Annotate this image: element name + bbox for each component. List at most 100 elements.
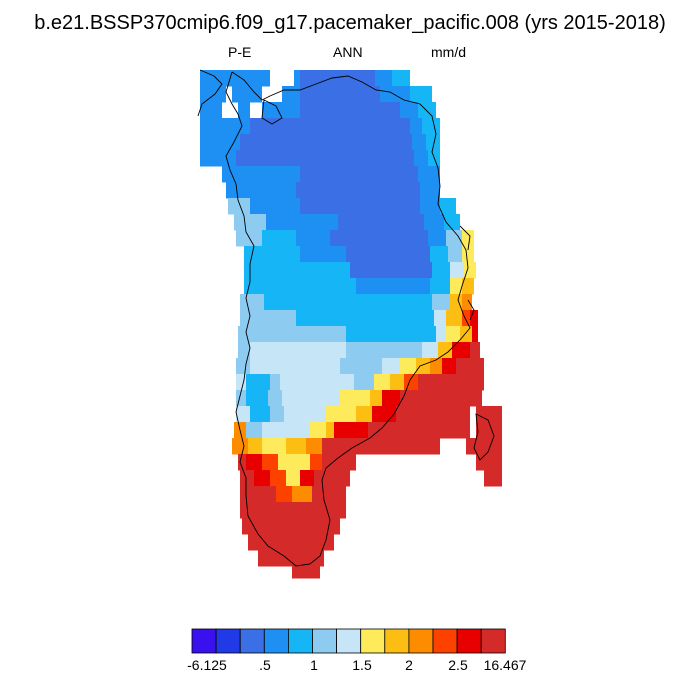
map-cell: [410, 86, 432, 103]
map-cell: [286, 470, 300, 487]
map-cell: [392, 70, 410, 87]
map-cell: [446, 326, 460, 343]
plot-title: b.e21.BSSP370cmip6.f09_g17.pacemaker_pac…: [34, 12, 666, 34]
map-cell: [346, 246, 430, 263]
map-cell: [370, 390, 382, 407]
map-cell: [440, 198, 456, 215]
colorbar-tick-label: 1.5: [352, 657, 372, 673]
map-cell: [322, 454, 356, 471]
colorbar-box: [408, 628, 434, 654]
map-cell: [270, 198, 300, 215]
map-cell: [248, 438, 262, 455]
colorbar-tick-label: 2: [405, 657, 413, 673]
colorbar-box: [312, 628, 338, 654]
map-cell: [200, 102, 222, 119]
map-cell: [420, 182, 440, 199]
map-cell: [420, 198, 440, 215]
colorbar-tick-label: .5: [259, 657, 271, 673]
map-cell: [296, 310, 338, 327]
map-cell: [300, 262, 350, 279]
map-cell: [418, 166, 440, 183]
map-cell: [282, 390, 340, 407]
map-cell: [236, 150, 414, 167]
map-cell: [294, 70, 300, 87]
map-cell: [262, 454, 278, 471]
map-cell: [236, 230, 262, 247]
map-cell: [270, 406, 284, 423]
colorbar-tick-label: 1: [310, 657, 318, 673]
map-cell: [300, 294, 340, 311]
colorbar-box: [239, 628, 265, 654]
map-cell: [432, 294, 450, 311]
map-cell: [430, 358, 442, 375]
map-cell: [430, 246, 448, 263]
map-cell: [334, 422, 368, 439]
map-cell: [424, 214, 444, 231]
map-cell: [362, 438, 440, 455]
map-cell: [264, 294, 300, 311]
map-cell: [278, 454, 296, 471]
map-cell: [416, 358, 430, 375]
map-cell: [400, 390, 482, 407]
map-cell: [240, 166, 300, 183]
map-cell: [446, 230, 462, 247]
map-cell: [296, 454, 310, 471]
map-cell: [354, 374, 374, 391]
colorbar-tick-label: -6.125: [187, 657, 227, 673]
map-cell: [346, 326, 436, 343]
map-cell: [264, 278, 300, 295]
map-cell: [240, 470, 254, 487]
map-cell: [246, 422, 262, 439]
map-cell: [262, 102, 300, 119]
map-cell: [240, 134, 412, 151]
map-cell: [462, 230, 474, 247]
map-cell: [238, 342, 250, 359]
map-cell: [200, 150, 220, 167]
map-cell: [476, 406, 502, 423]
map-cell: [380, 86, 410, 103]
map-cell: [248, 214, 266, 231]
map-cell: [300, 198, 420, 215]
map-cell: [266, 262, 300, 279]
map-cell: [356, 278, 430, 295]
map-cell: [250, 358, 340, 375]
map-cell: [262, 230, 296, 247]
map-cell: [450, 262, 464, 279]
map-cell: [262, 422, 310, 439]
map-cell: [238, 326, 260, 343]
map-cell: [300, 70, 330, 87]
map-cell: [356, 406, 372, 423]
map-cell: [270, 470, 286, 487]
map-cell: [400, 102, 418, 119]
map-cell: [382, 358, 400, 375]
map-cell: [462, 246, 474, 263]
map-cell: [462, 294, 472, 311]
map-cell: [222, 166, 240, 183]
map-cell: [270, 246, 300, 263]
map-cell: [452, 342, 470, 359]
colorbar-box: [215, 628, 241, 654]
map-cell: [476, 422, 502, 439]
map-cell: [236, 390, 246, 407]
map-cell: [312, 486, 346, 503]
map-cell: [292, 566, 320, 579]
map-cell: [268, 390, 282, 407]
map-cell: [254, 470, 270, 487]
map-cell: [472, 326, 478, 343]
map-cell: [430, 278, 450, 295]
map-cell: [280, 374, 354, 391]
colorbar-box: [384, 628, 410, 654]
map-cell: [238, 102, 250, 119]
map-cell: [346, 342, 400, 359]
map-cell: [438, 342, 452, 359]
map-cell: [236, 406, 250, 423]
map-cell: [428, 230, 446, 247]
map-cell: [300, 102, 400, 119]
map-cell: [432, 262, 450, 279]
map-cell: [300, 214, 338, 231]
map-cell: [326, 422, 334, 439]
map-cell: [340, 390, 370, 407]
map-cell: [300, 246, 326, 263]
map-cell: [240, 310, 264, 327]
map-cell: [412, 134, 426, 151]
